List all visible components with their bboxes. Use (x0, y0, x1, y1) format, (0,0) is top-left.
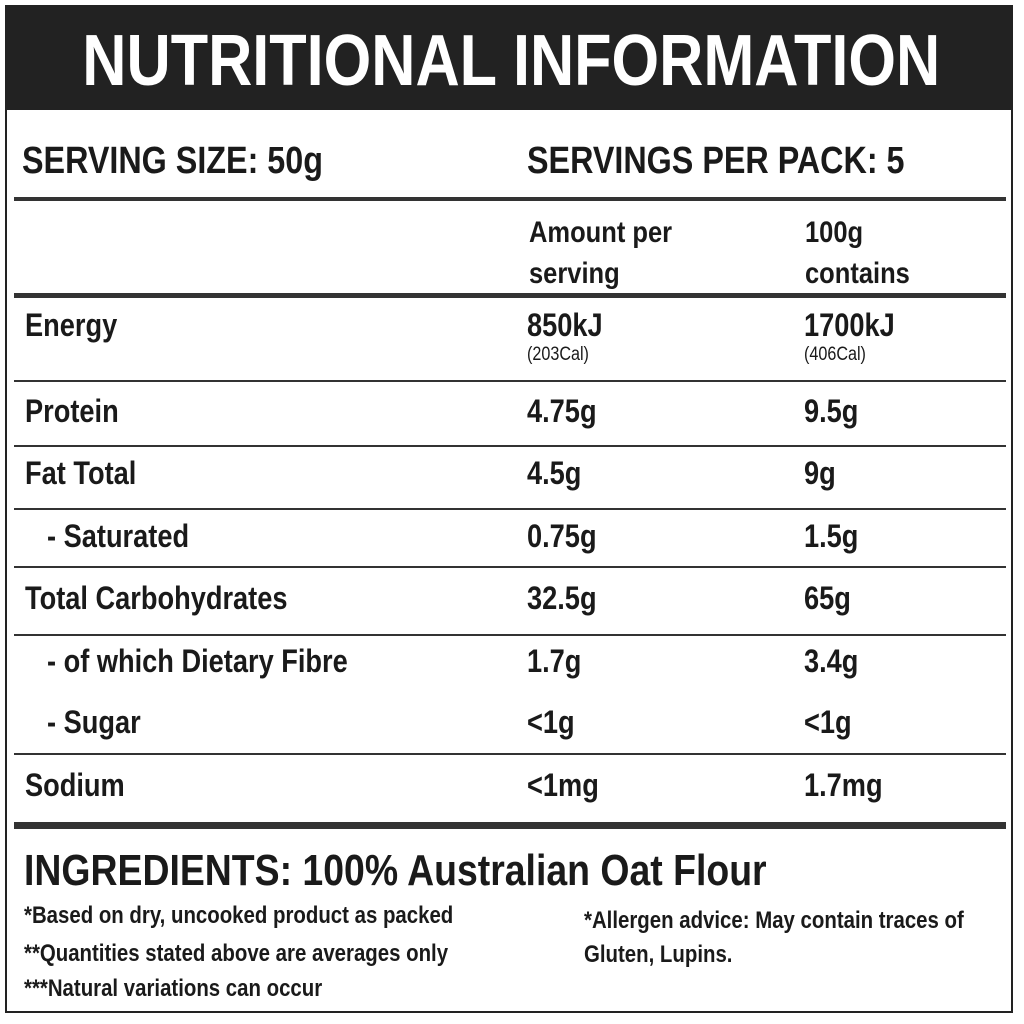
rule (14, 380, 1006, 382)
rule (14, 634, 1006, 636)
per-serving: 4.5g (527, 455, 582, 491)
nutrient-name: - of which Dietary Fibre (47, 643, 348, 679)
serving-size: SERVING SIZE: 50g (22, 140, 323, 182)
nutrient-name: Sodium (25, 767, 125, 803)
footnote: **Quantities stated above are averages o… (24, 940, 449, 967)
rule (14, 197, 1006, 201)
nutrient-name: Energy (25, 307, 118, 343)
nutrient-name: Total Carbohydrates (25, 580, 288, 616)
per-100g: 3.4g (804, 643, 859, 679)
column-header: 100g contains (805, 216, 910, 290)
rule (14, 293, 1006, 298)
per-serving: 4.75g (527, 393, 597, 429)
per-100g-note: (406Cal) (804, 344, 866, 365)
rule (14, 566, 1006, 568)
per-100g: 1.7mg (804, 767, 883, 803)
per-serving: 0.75g (527, 518, 597, 554)
per-100g: 9.5g (804, 393, 859, 429)
ingredients: INGREDIENTS: 100% Australian Oat Flour (24, 846, 767, 895)
rule (14, 508, 1006, 510)
per-serving: 1.7g (527, 643, 582, 679)
footnote: ***Natural variations can occur (24, 975, 323, 1002)
per-100g: <1g (804, 704, 852, 740)
per-serving: <1mg (527, 767, 599, 803)
per-serving: 32.5g (527, 580, 597, 616)
per-100g: 1700kJ (804, 307, 895, 343)
per-100g: 65g (804, 580, 851, 616)
rule (14, 822, 1006, 829)
nutrient-name: Fat Total (25, 455, 137, 491)
title-bar (7, 7, 1011, 110)
nutrition-label: NUTRITIONAL INFORMATION SERVING SIZE: 50… (5, 5, 1013, 1013)
column-header: Amount per serving (529, 216, 673, 290)
per-serving-note: (203Cal) (527, 344, 589, 365)
per-serving: 850kJ (527, 307, 603, 343)
servings-per-pack: SERVINGS PER PACK: 5 (527, 140, 905, 182)
nutrient-name: - Saturated (47, 518, 190, 554)
title: NUTRITIONAL INFORMATION (82, 21, 941, 101)
per-100g: 9g (804, 455, 836, 491)
rule (14, 445, 1006, 447)
per-100g: 1.5g (804, 518, 859, 554)
rule (14, 753, 1006, 755)
nutrient-name: Protein (25, 393, 119, 429)
allergen-advice: *Allergen advice: May contain traces of … (584, 907, 964, 968)
footnote: *Based on dry, uncooked product as packe… (24, 902, 454, 929)
nutrient-name: - Sugar (47, 704, 141, 740)
per-serving: <1g (527, 704, 575, 740)
